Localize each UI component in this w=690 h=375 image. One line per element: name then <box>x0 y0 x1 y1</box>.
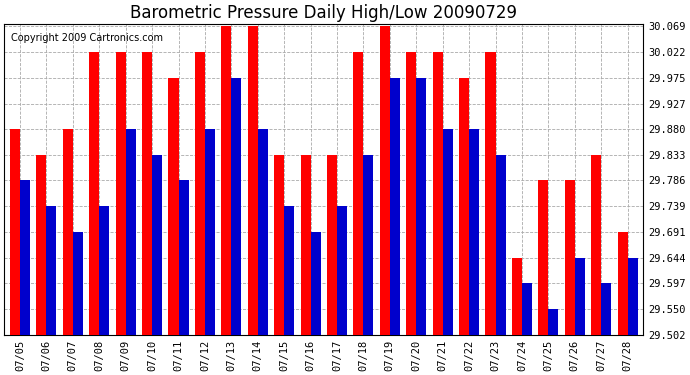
Bar <box>618 232 628 335</box>
Bar <box>564 180 575 335</box>
Bar <box>416 78 426 335</box>
Bar <box>337 206 347 335</box>
Bar <box>284 206 294 335</box>
Bar <box>20 180 30 335</box>
Text: Copyright 2009 Cartronics.com: Copyright 2009 Cartronics.com <box>10 33 163 43</box>
Bar <box>152 155 162 335</box>
Bar <box>601 283 611 335</box>
Bar <box>142 52 152 335</box>
Bar <box>406 52 416 335</box>
Bar <box>248 27 258 335</box>
Bar <box>353 52 364 335</box>
Bar <box>99 206 109 335</box>
Bar <box>73 232 83 335</box>
Bar <box>327 155 337 335</box>
Bar <box>63 129 73 335</box>
Bar <box>495 155 506 335</box>
Bar <box>628 258 638 335</box>
Bar <box>486 52 495 335</box>
Bar <box>538 180 549 335</box>
Bar <box>390 78 400 335</box>
Bar <box>549 309 558 335</box>
Bar <box>469 129 479 335</box>
Bar <box>126 129 136 335</box>
Bar <box>380 27 390 335</box>
Bar <box>195 52 205 335</box>
Bar <box>37 155 46 335</box>
Bar <box>512 258 522 335</box>
Bar <box>274 155 284 335</box>
Bar <box>231 78 241 335</box>
Bar <box>301 155 310 335</box>
Bar <box>179 180 188 335</box>
Bar <box>443 129 453 335</box>
Bar <box>89 52 99 335</box>
Bar <box>258 129 268 335</box>
Bar <box>10 129 20 335</box>
Bar <box>575 258 585 335</box>
Bar <box>310 232 321 335</box>
Bar <box>221 27 231 335</box>
Bar <box>168 78 179 335</box>
Bar <box>459 78 469 335</box>
Title: Barometric Pressure Daily High/Low 20090729: Barometric Pressure Daily High/Low 20090… <box>130 4 518 22</box>
Bar <box>205 129 215 335</box>
Bar <box>364 155 373 335</box>
Bar <box>46 206 57 335</box>
Bar <box>522 283 532 335</box>
Bar <box>116 52 126 335</box>
Bar <box>591 155 601 335</box>
Bar <box>433 52 443 335</box>
